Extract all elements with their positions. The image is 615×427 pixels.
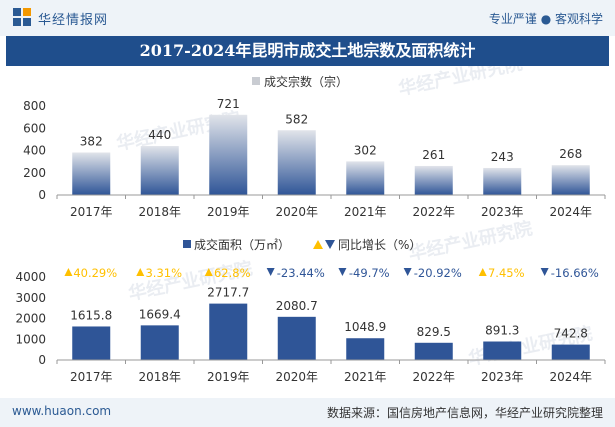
data-label: 721 (217, 97, 240, 111)
growth-label: -23.44% (277, 266, 325, 280)
legend-swatch (252, 77, 260, 85)
up-triangle-icon (64, 268, 73, 276)
data-label: 302 (354, 143, 377, 157)
legend-label: 同比增长（%） (338, 238, 421, 252)
data-label: 1615.8 (70, 308, 112, 322)
bar (277, 316, 316, 360)
up-triangle-icon (478, 268, 487, 276)
x-tick-label: 2024年 (549, 370, 592, 384)
bar (140, 146, 179, 195)
down-triangle-icon (266, 268, 275, 276)
data-label: 582 (285, 112, 308, 126)
data-label: 440 (148, 128, 171, 142)
chart-title: 2017-2024年昆明市成交土地宗数及面积统计 (6, 36, 609, 66)
x-tick-label: 2023年 (481, 205, 524, 219)
bar (140, 325, 179, 360)
growth-label: 40.29% (73, 266, 117, 280)
growth-label: -49.7% (349, 266, 390, 280)
x-tick-label: 2022年 (412, 370, 455, 384)
legend-down-triangle (325, 240, 335, 249)
x-tick-label: 2020年 (275, 205, 318, 219)
data-label: 742.8 (554, 327, 588, 341)
up-triangle-icon (136, 268, 145, 276)
down-triangle-icon (403, 268, 412, 276)
x-tick-label: 2023年 (481, 370, 524, 384)
bar (551, 165, 590, 195)
bar (346, 338, 385, 360)
x-tick-label: 2018年 (138, 205, 181, 219)
growth-label: -16.66% (551, 266, 599, 280)
x-tick-label: 2021年 (344, 205, 387, 219)
x-tick-label: 2017年 (70, 205, 113, 219)
down-triangle-icon (338, 268, 347, 276)
x-tick-label: 2019年 (207, 205, 250, 219)
y-tick-label: 0 (38, 353, 46, 367)
data-label: 268 (559, 147, 582, 161)
bar (414, 165, 453, 195)
top-bar: 华经情报网 专业严谨 ● 客观科学 (0, 0, 615, 36)
site-url: www.huaon.com (12, 404, 112, 418)
data-label: 2080.7 (276, 299, 318, 313)
x-tick-label: 2021年 (344, 370, 387, 384)
legend-up-triangle (313, 240, 323, 249)
down-triangle-icon (540, 268, 549, 276)
data-label: 1669.4 (139, 307, 181, 321)
bar (72, 152, 111, 195)
y-tick-label: 3000 (15, 291, 46, 305)
data-label: 1048.9 (344, 320, 386, 334)
watermark-text: 华经产业研究院 (406, 217, 534, 265)
y-tick-label: 800 (23, 99, 46, 113)
bar (414, 342, 453, 360)
bar (209, 303, 248, 360)
up-triangle-icon (204, 268, 213, 276)
legend-swatch (183, 240, 191, 248)
bar (483, 341, 522, 360)
data-label: 891.3 (485, 324, 519, 338)
growth-label: 7.45% (488, 266, 525, 280)
bar (483, 167, 522, 195)
y-tick-label: 400 (23, 144, 46, 158)
data-label: 243 (491, 150, 514, 164)
bar (346, 161, 385, 195)
y-tick-label: 4000 (15, 270, 46, 284)
growth-label: 62.8% (214, 266, 251, 280)
y-tick-label: 0 (38, 188, 46, 202)
bar (551, 344, 590, 360)
data-label: 382 (80, 135, 103, 149)
data-source: 数据来源：国信房地产信息网，华经产业研究院整理 (326, 406, 603, 420)
brand-name: 华经情报网 (38, 13, 109, 28)
x-tick-label: 2018年 (138, 370, 181, 384)
growth-label: 3.31% (145, 266, 182, 280)
y-tick-label: 600 (23, 121, 46, 135)
x-tick-label: 2019年 (207, 370, 250, 384)
tagline: 专业严谨 ● 客观科学 (488, 12, 603, 26)
growth-label: -20.92% (414, 266, 462, 280)
x-tick-label: 2022年 (412, 205, 455, 219)
logo-icon (13, 8, 31, 26)
legend-label: 成交面积（万㎡） (194, 237, 290, 252)
y-tick-label: 2000 (15, 312, 46, 326)
footer-bar: www.huaon.com 数据来源：国信房地产信息网，华经产业研究院整理 (0, 398, 615, 427)
bar (72, 326, 111, 360)
legend-label: 成交宗数（宗） (264, 74, 348, 89)
bar (209, 114, 248, 195)
x-tick-label: 2024年 (549, 205, 592, 219)
y-tick-label: 1000 (15, 332, 46, 346)
x-tick-label: 2017年 (70, 370, 113, 384)
watermark-text: 华经产业研究院 (396, 66, 524, 100)
data-label: 829.5 (417, 325, 451, 339)
y-tick-label: 200 (23, 166, 46, 180)
data-label: 2717.7 (207, 286, 249, 300)
bar (277, 130, 316, 195)
x-tick-label: 2020年 (275, 370, 318, 384)
data-label: 261 (422, 148, 445, 162)
